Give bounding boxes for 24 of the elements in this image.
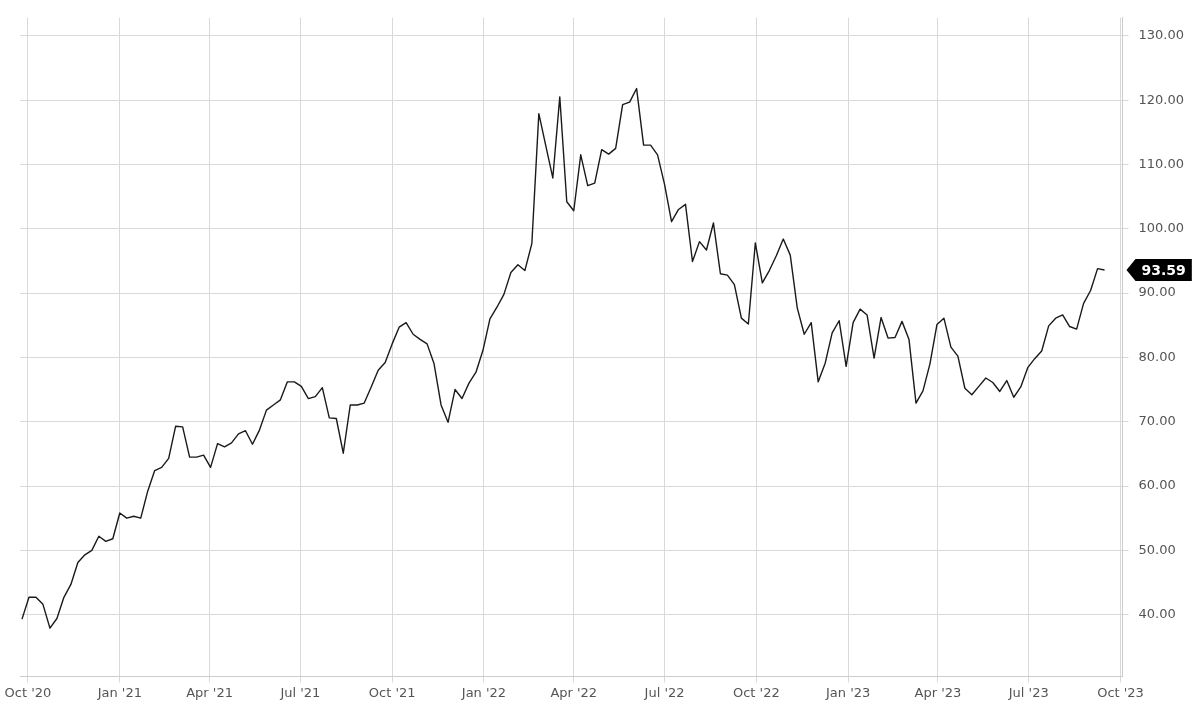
y-tick-label: 60.00 <box>1138 477 1176 493</box>
x-tick-label: Apr '23 <box>914 684 962 700</box>
y-tick-label: 90.00 <box>1138 284 1176 300</box>
y-tick-label: 130.00 <box>1138 27 1185 43</box>
x-tick-label: Oct '21 <box>368 684 416 700</box>
y-tick-label: 110.00 <box>1138 155 1185 171</box>
y-tick-label: 100.00 <box>1138 220 1185 236</box>
x-tick-label: Jul '22 <box>643 684 685 700</box>
x-tick-label: Jan '23 <box>824 684 871 700</box>
x-tick-label: Apr '21 <box>186 684 233 700</box>
x-tick-label: Jan '21 <box>96 684 142 700</box>
y-tick-label: 80.00 <box>1138 348 1176 364</box>
x-tick-label: Apr '22 <box>550 684 598 700</box>
y-tick-label: 40.00 <box>1138 606 1176 622</box>
x-tick-label: Jan '22 <box>460 684 507 700</box>
annotation: 93.59 <box>1141 261 1186 278</box>
y-tick-label: 70.00 <box>1138 413 1176 429</box>
x-tick-label: Jul '23 <box>1007 684 1049 700</box>
x-tick-label: Oct '22 <box>732 684 780 700</box>
x-tick-label: Oct '23 <box>1097 684 1144 700</box>
y-tick-label: 50.00 <box>1138 541 1176 557</box>
x-tick-label: Jul '21 <box>279 684 321 700</box>
y-tick-label: 120.00 <box>1138 91 1185 107</box>
x-tick-label: Oct '20 <box>4 684 52 700</box>
